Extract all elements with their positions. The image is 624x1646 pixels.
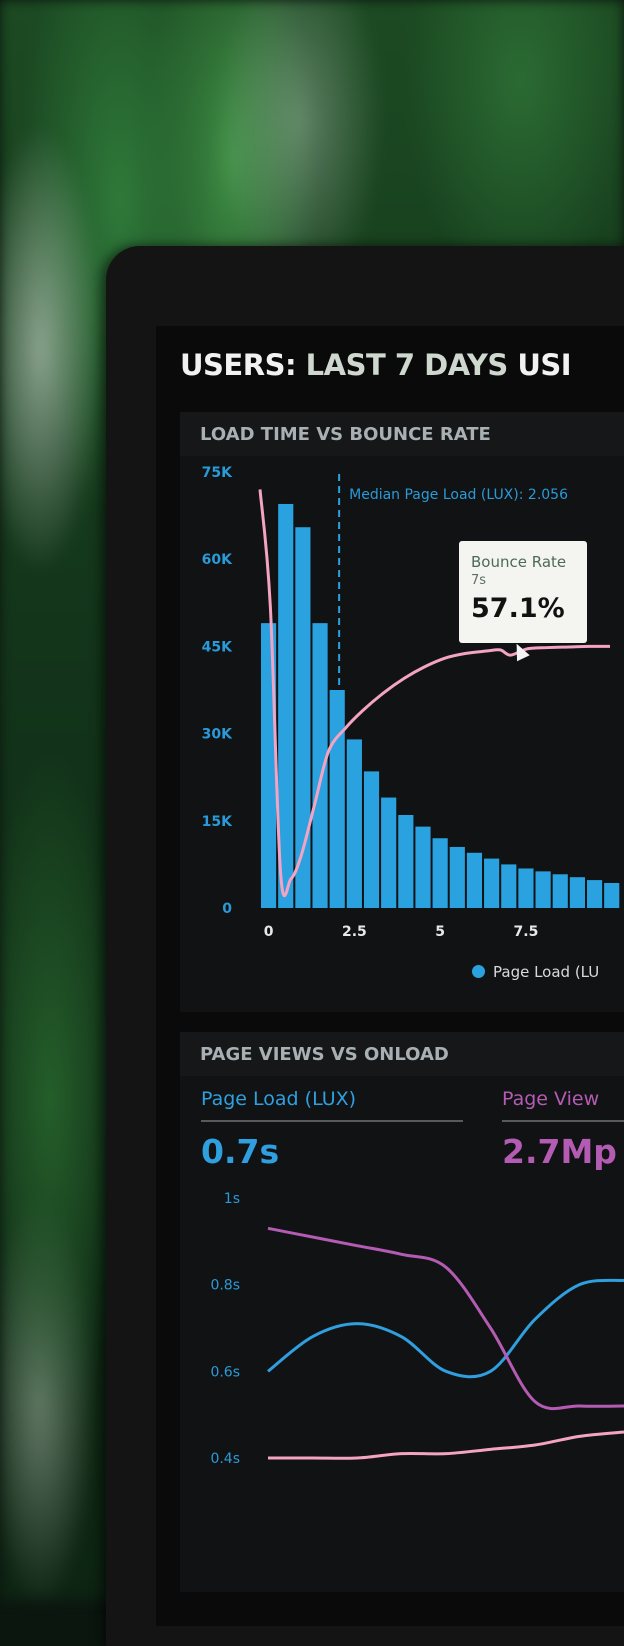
bar xyxy=(432,838,448,908)
x-tick-label: 5 xyxy=(435,924,445,940)
page-views-panel: PAGE VIEWS VS ONLOAD xyxy=(180,1032,624,1592)
x-tick-label: 2.5 xyxy=(342,924,367,940)
bar xyxy=(312,623,328,908)
legend-dot-icon xyxy=(472,965,485,978)
bounce-rate-tooltip: Bounce Rate 7s 57.1% xyxy=(459,541,587,643)
bounce-rate-line xyxy=(258,489,611,898)
panel-title: PAGE VIEWS VS ONLOAD xyxy=(200,1044,449,1065)
series-line-1 xyxy=(267,1278,624,1379)
bar xyxy=(329,690,345,908)
bar xyxy=(604,883,620,908)
bar xyxy=(518,868,534,908)
x-tick-label: 0 xyxy=(264,924,274,940)
bar xyxy=(449,846,465,908)
page-views-chart: 1s 0.8s 0.6s 0.4s xyxy=(210,1191,624,1467)
y-tick-label: 30K xyxy=(202,727,233,743)
metric-page-load[interactable]: Page Load (LUX) 0.7s xyxy=(201,1088,463,1171)
panel-header: LOAD TIME VS BOUNCE RATE xyxy=(180,412,624,456)
load-time-panel: LOAD TIME VS BOUNCE RATE xyxy=(180,412,624,1012)
dashboard-title: USERS: LAST 7 DAYS USI xyxy=(180,348,572,382)
metric-page-views[interactable]: Page View 2.7Mp xyxy=(502,1088,624,1171)
y-tick-label: 45K xyxy=(202,639,233,655)
y-tick-label: 0.8s xyxy=(210,1278,240,1294)
bar xyxy=(569,877,585,908)
metric-label: Page Load (LUX) xyxy=(201,1088,357,1110)
x-tick-label: 7.5 xyxy=(514,924,539,940)
panel-header: PAGE VIEWS VS ONLOAD xyxy=(180,1032,624,1076)
bar xyxy=(484,858,500,908)
title-period: LAST 7 DAYS xyxy=(305,348,509,382)
bar xyxy=(552,874,568,908)
bar xyxy=(466,852,483,908)
bar xyxy=(278,503,294,908)
series-line-2 xyxy=(267,1226,624,1411)
tooltip-label: Bounce Rate xyxy=(471,553,567,571)
y-tick-label: 0.6s xyxy=(210,1364,240,1380)
bar xyxy=(295,527,311,908)
title-trail: USI xyxy=(517,348,572,382)
metric-divider xyxy=(201,1120,463,1122)
panel-title: LOAD TIME VS BOUNCE RATE xyxy=(200,424,491,445)
load-time-chart: Median Page Load (LUX): 2.056 0 15K 30K 45K… xyxy=(202,465,620,940)
bar xyxy=(398,814,414,908)
y-tick-label: 15K xyxy=(202,814,233,830)
bar xyxy=(586,880,603,908)
y-tick-label: 1s xyxy=(224,1191,240,1207)
metric-value: 2.7Mp xyxy=(502,1132,617,1171)
bar xyxy=(381,797,397,908)
metric-value: 0.7s xyxy=(201,1132,280,1171)
median-label: Median Page Load (LUX): 2.056 xyxy=(349,487,568,503)
tooltip-value: 57.1% xyxy=(471,593,565,624)
chart-legend[interactable]: Page Load (LU xyxy=(472,963,599,981)
series-line-3 xyxy=(268,1430,624,1460)
metric-label: Page View xyxy=(502,1088,600,1110)
metric-divider xyxy=(502,1120,624,1122)
title-users: USERS: xyxy=(180,348,297,382)
y-tick-label: 0 xyxy=(222,901,232,917)
y-tick-label: 60K xyxy=(202,552,233,568)
legend-label: Page Load (LU xyxy=(493,963,600,981)
y-tick-label: 75K xyxy=(202,465,233,481)
bar xyxy=(363,771,380,908)
y-tick-label: 0.4s xyxy=(210,1451,240,1467)
bar xyxy=(346,739,362,908)
bar xyxy=(535,871,551,908)
bar xyxy=(415,826,431,908)
bar xyxy=(501,864,517,908)
tooltip-sub: 7s xyxy=(471,573,487,588)
